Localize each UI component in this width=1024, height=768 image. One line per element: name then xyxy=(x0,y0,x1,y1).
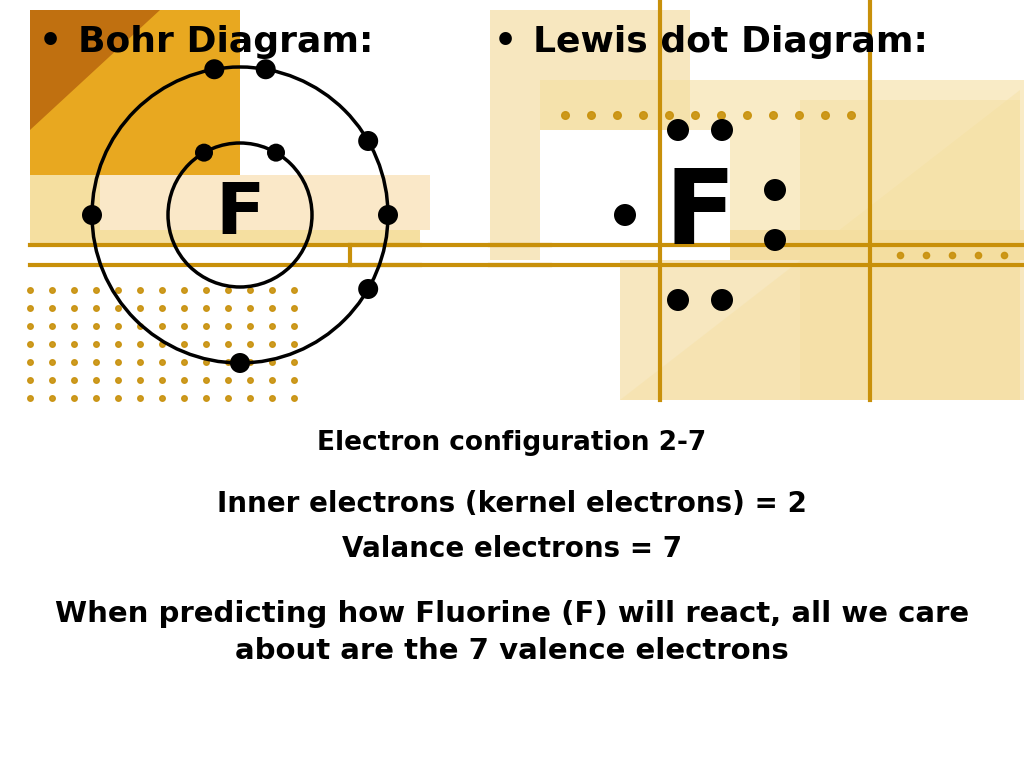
Text: •: • xyxy=(39,25,75,59)
Text: F: F xyxy=(215,180,264,250)
Circle shape xyxy=(667,289,689,311)
Bar xyxy=(100,175,430,230)
Circle shape xyxy=(764,179,786,201)
Text: Valance electrons = 7: Valance electrons = 7 xyxy=(342,535,682,563)
Circle shape xyxy=(82,205,102,225)
Circle shape xyxy=(614,204,636,226)
Polygon shape xyxy=(30,10,160,130)
Bar xyxy=(490,10,690,260)
Text: F: F xyxy=(665,164,735,266)
Text: •: • xyxy=(495,25,530,59)
Polygon shape xyxy=(620,90,1020,400)
Circle shape xyxy=(711,289,733,311)
Circle shape xyxy=(378,205,398,225)
Bar xyxy=(620,230,1024,400)
Bar xyxy=(0,0,1024,400)
Circle shape xyxy=(358,279,378,299)
Circle shape xyxy=(358,131,378,151)
Text: Bohr Diagram:: Bohr Diagram: xyxy=(78,25,374,59)
Bar xyxy=(0,400,1024,768)
Text: Electron configuration 2-7: Electron configuration 2-7 xyxy=(317,430,707,456)
Circle shape xyxy=(195,144,213,161)
Bar xyxy=(30,175,420,245)
Circle shape xyxy=(205,59,224,79)
Circle shape xyxy=(267,144,285,161)
Bar xyxy=(800,100,1020,400)
Circle shape xyxy=(667,119,689,141)
Bar xyxy=(30,10,240,180)
Bar xyxy=(540,80,1024,260)
Circle shape xyxy=(230,353,250,373)
Bar xyxy=(540,130,730,260)
Text: Lewis dot Diagram:: Lewis dot Diagram: xyxy=(534,25,928,59)
Circle shape xyxy=(764,229,786,251)
Circle shape xyxy=(256,59,275,79)
Text: When predicting how Fluorine (F) will react, all we care
about are the 7 valence: When predicting how Fluorine (F) will re… xyxy=(55,600,969,665)
Circle shape xyxy=(711,119,733,141)
Text: Inner electrons (kernel electrons) = 2: Inner electrons (kernel electrons) = 2 xyxy=(217,490,807,518)
